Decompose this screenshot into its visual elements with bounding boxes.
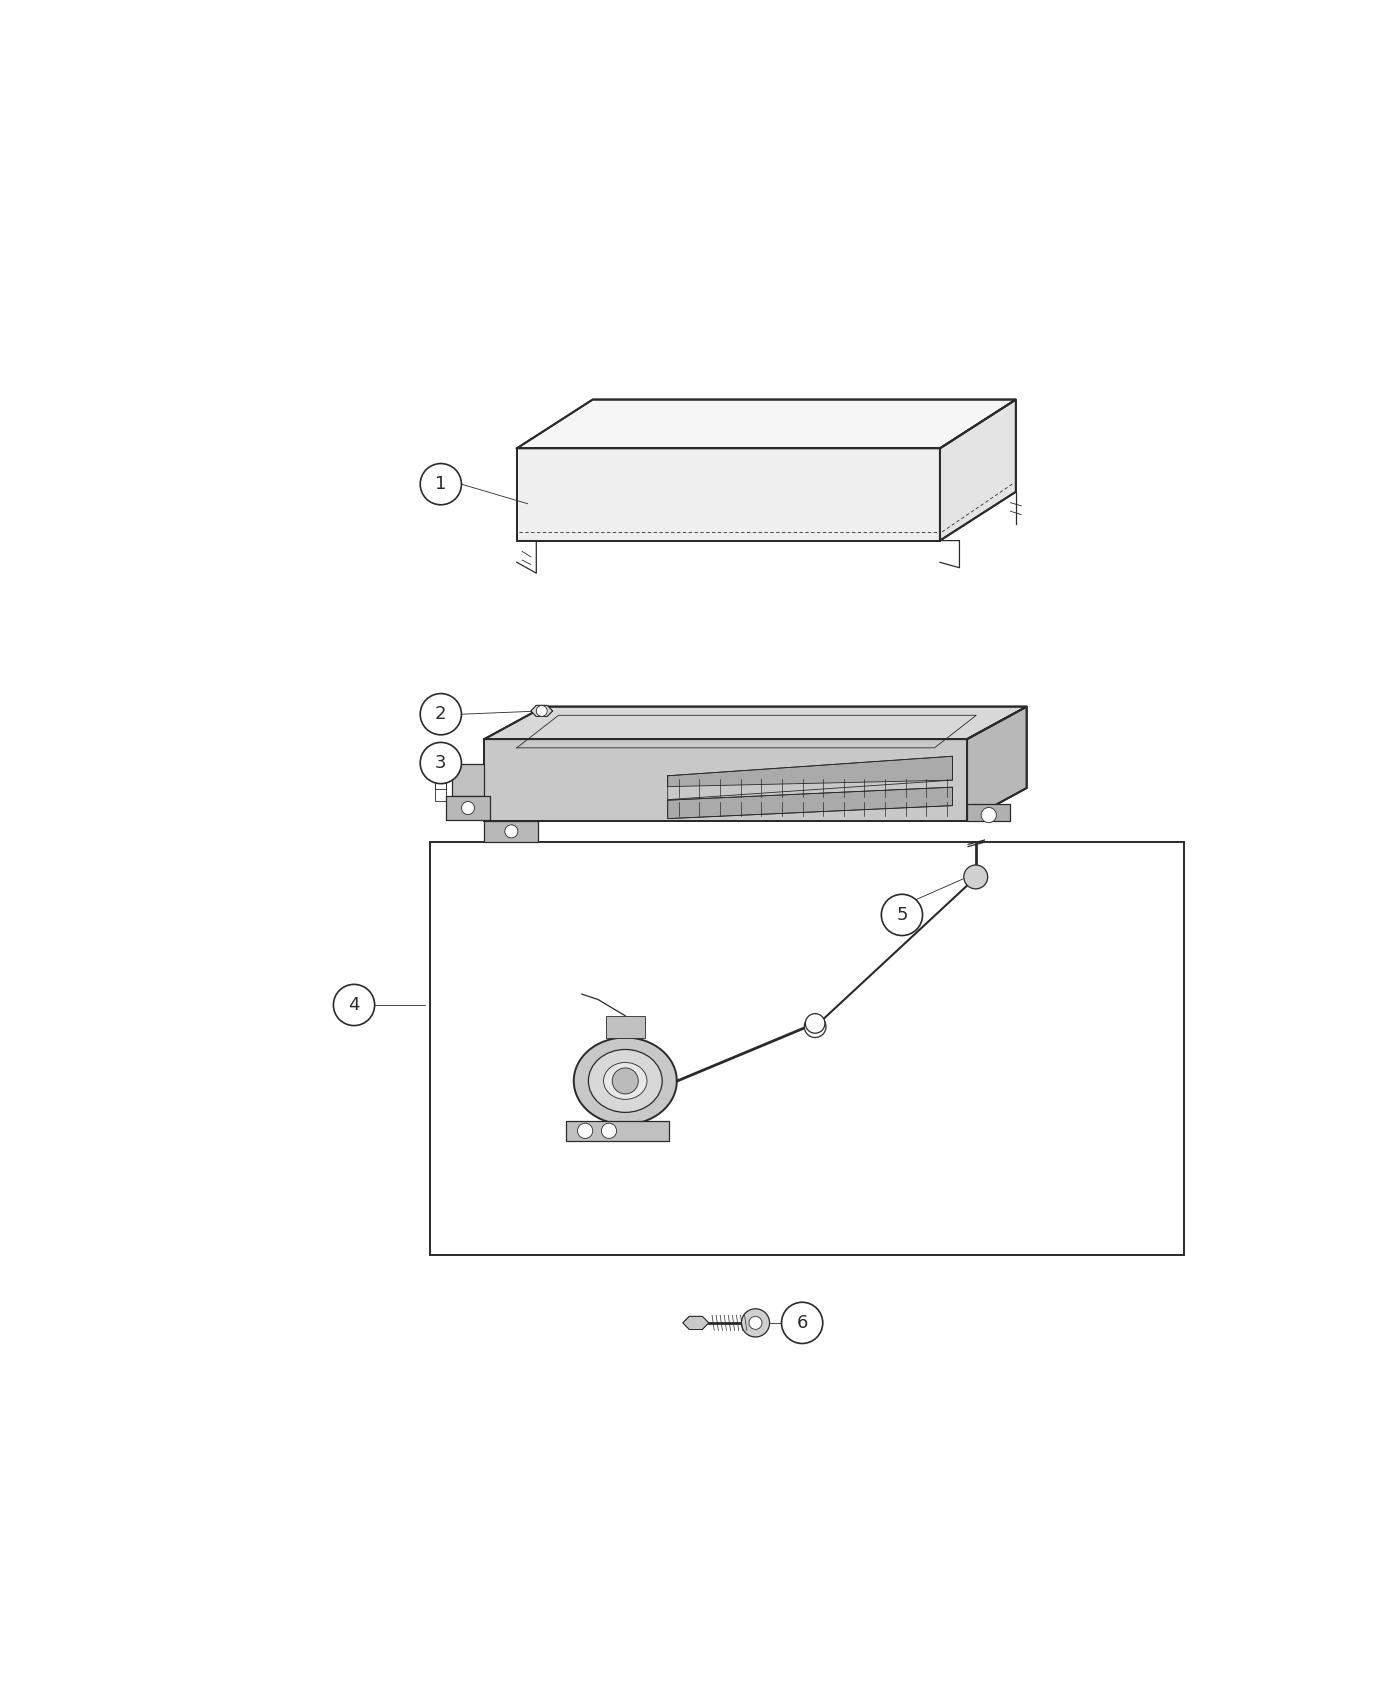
Circle shape — [602, 1124, 616, 1139]
Circle shape — [505, 824, 518, 838]
Ellipse shape — [588, 1049, 662, 1112]
Text: 5: 5 — [896, 906, 907, 923]
Text: 6: 6 — [797, 1314, 808, 1331]
Circle shape — [333, 984, 375, 1025]
Circle shape — [804, 1017, 826, 1037]
Circle shape — [420, 743, 462, 784]
Text: 4: 4 — [349, 996, 360, 1013]
Circle shape — [536, 706, 547, 716]
Text: 1: 1 — [435, 476, 447, 493]
Polygon shape — [484, 707, 1026, 740]
Polygon shape — [668, 787, 952, 819]
Polygon shape — [517, 400, 1016, 449]
Circle shape — [742, 1309, 770, 1336]
Polygon shape — [683, 1316, 708, 1329]
Circle shape — [612, 1068, 638, 1093]
Circle shape — [420, 464, 462, 505]
Circle shape — [781, 1302, 823, 1343]
Circle shape — [462, 801, 475, 814]
Polygon shape — [531, 706, 553, 717]
Circle shape — [981, 808, 997, 823]
Circle shape — [749, 1316, 762, 1329]
Circle shape — [882, 894, 923, 935]
Circle shape — [420, 694, 462, 734]
Polygon shape — [447, 796, 490, 819]
Polygon shape — [566, 1120, 669, 1141]
Ellipse shape — [603, 1062, 647, 1100]
Polygon shape — [606, 1017, 645, 1037]
Polygon shape — [452, 763, 484, 796]
Text: 3: 3 — [435, 755, 447, 772]
Text: 2: 2 — [435, 706, 447, 722]
Polygon shape — [668, 756, 952, 787]
Ellipse shape — [574, 1037, 676, 1124]
Polygon shape — [484, 821, 539, 842]
Bar — [430, 842, 1184, 1255]
Polygon shape — [517, 449, 939, 541]
Polygon shape — [967, 804, 1011, 821]
Polygon shape — [484, 740, 967, 821]
Polygon shape — [939, 400, 1016, 541]
Circle shape — [963, 865, 987, 889]
Polygon shape — [967, 707, 1026, 821]
Circle shape — [578, 1124, 592, 1139]
Circle shape — [805, 1013, 825, 1034]
